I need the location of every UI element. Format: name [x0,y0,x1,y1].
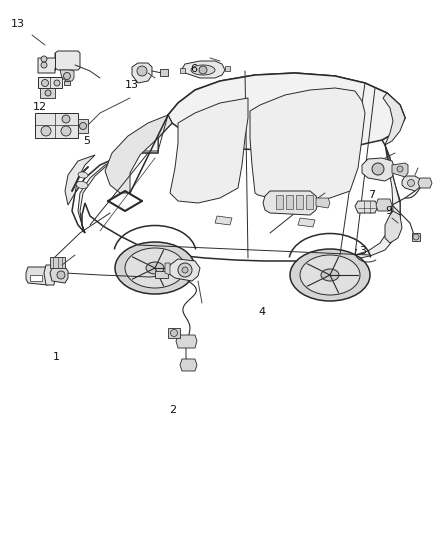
Polygon shape [376,199,392,211]
Polygon shape [306,195,313,209]
Polygon shape [402,176,420,191]
Circle shape [182,267,188,273]
Text: 3: 3 [359,246,366,255]
Circle shape [41,126,51,136]
Ellipse shape [290,249,370,301]
Circle shape [41,62,47,68]
Polygon shape [276,195,283,209]
Polygon shape [383,93,405,145]
Polygon shape [263,191,318,215]
Polygon shape [180,359,197,371]
Polygon shape [286,195,293,209]
Polygon shape [155,271,168,278]
Circle shape [372,163,384,175]
Ellipse shape [115,242,195,294]
Polygon shape [78,119,88,133]
Polygon shape [35,113,78,138]
Text: 12: 12 [33,102,47,111]
Text: 2: 2 [169,406,176,415]
Polygon shape [160,69,168,76]
Circle shape [41,56,47,62]
Circle shape [199,66,207,74]
Polygon shape [26,267,50,285]
Ellipse shape [300,255,360,295]
Ellipse shape [78,172,88,178]
Polygon shape [250,88,365,203]
Circle shape [407,180,414,187]
Circle shape [80,123,86,130]
Polygon shape [168,328,180,338]
Text: 5: 5 [83,136,90,146]
Ellipse shape [321,269,339,281]
Text: 4: 4 [258,307,265,317]
Polygon shape [176,335,197,348]
Polygon shape [78,138,158,233]
Polygon shape [38,77,62,88]
Text: 13: 13 [11,19,25,29]
Polygon shape [392,163,408,177]
Polygon shape [412,233,420,241]
Polygon shape [132,63,152,83]
Polygon shape [72,73,405,261]
Polygon shape [40,88,55,98]
Ellipse shape [191,65,215,75]
Polygon shape [64,81,70,85]
Polygon shape [50,267,68,283]
Polygon shape [225,66,230,71]
Polygon shape [298,218,315,227]
Text: 9: 9 [385,206,392,215]
Polygon shape [418,178,432,188]
Circle shape [413,234,419,240]
Polygon shape [60,70,74,81]
Circle shape [137,66,147,76]
Ellipse shape [76,181,88,189]
Circle shape [45,90,51,96]
Polygon shape [215,216,232,225]
Polygon shape [355,145,400,259]
Circle shape [178,263,192,277]
Polygon shape [355,201,378,213]
Polygon shape [65,155,95,205]
Polygon shape [30,275,42,281]
Polygon shape [38,51,80,73]
Polygon shape [44,265,56,285]
Text: 7: 7 [368,190,375,199]
Polygon shape [296,195,303,209]
Text: 1: 1 [53,352,60,362]
Text: 13: 13 [125,80,139,90]
Circle shape [54,80,60,86]
Polygon shape [168,259,200,281]
Polygon shape [180,68,185,73]
Circle shape [61,126,71,136]
Polygon shape [385,211,402,243]
Circle shape [57,271,65,279]
Ellipse shape [146,262,164,274]
Circle shape [397,166,403,172]
Circle shape [170,329,177,336]
Circle shape [62,115,70,123]
Polygon shape [182,61,225,78]
Polygon shape [165,263,170,275]
Circle shape [64,72,71,79]
Circle shape [42,79,49,86]
Text: 6: 6 [191,64,198,74]
Polygon shape [50,257,65,268]
Polygon shape [316,198,330,208]
Polygon shape [168,73,405,151]
Polygon shape [105,115,172,193]
Polygon shape [362,158,395,181]
Polygon shape [170,98,248,203]
Ellipse shape [125,248,185,288]
